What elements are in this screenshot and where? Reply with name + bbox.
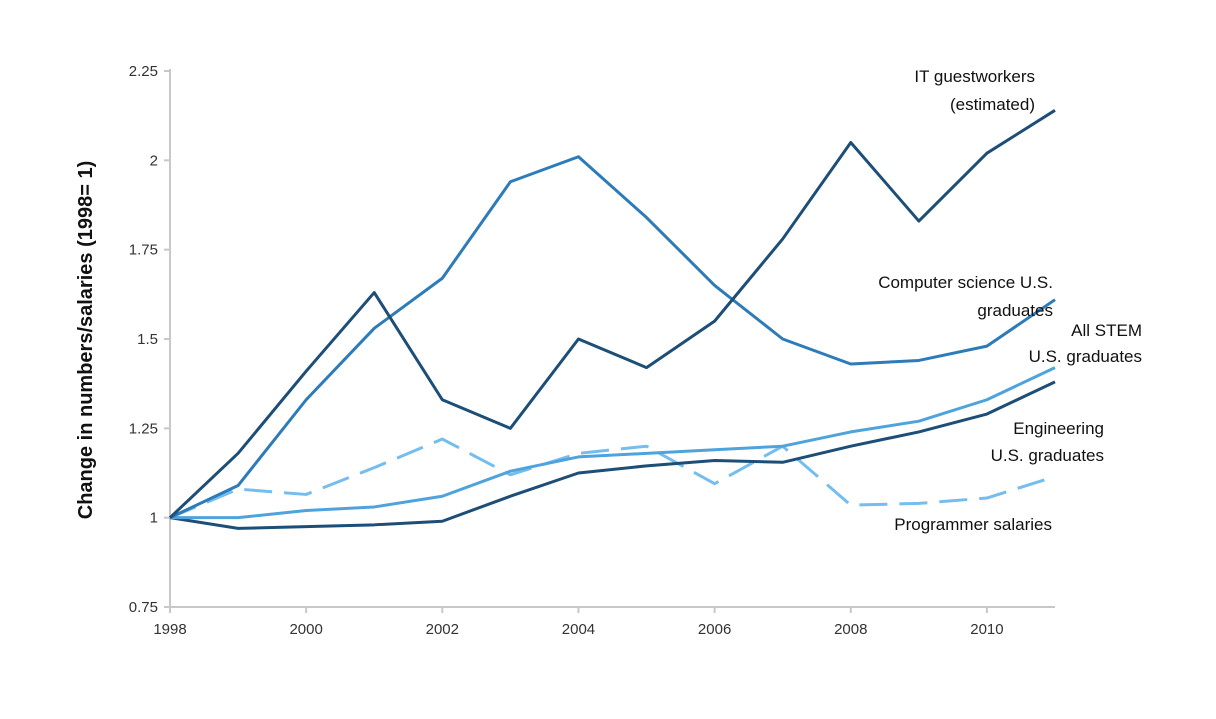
series-label: U.S. graduates — [991, 446, 1104, 465]
axes: 0.75 1 1.25 1.5 1.75 2 2.25 1998 2000 2002 2004 200… — [129, 63, 1055, 638]
y-tick-label: 1 — [150, 510, 158, 527]
series-label: graduates — [977, 301, 1053, 320]
x-tick-label: 2010 — [970, 621, 1003, 638]
y-tick-label: 1.5 — [137, 331, 158, 348]
y-tick-label: 2 — [150, 152, 158, 169]
series-line-2 — [170, 366, 1056, 520]
series-label: All STEM — [1071, 321, 1142, 340]
y-axis-label: Change in numbers/salaries (1998= 1) — [75, 161, 97, 520]
series-label: Computer science U.S. — [878, 273, 1053, 292]
x-tick-label: 2006 — [698, 621, 731, 638]
x-tick-label: 1998 — [153, 621, 186, 638]
series-label: U.S. graduates — [1029, 347, 1142, 366]
x-tick-label: 2000 — [289, 621, 322, 638]
series-labels: IT guestworkers (estimated) Computer scien… — [878, 67, 1142, 534]
x-tick-label: 2004 — [562, 621, 595, 638]
series-line-4 — [169, 437, 1056, 520]
series-label: IT guestworkers — [914, 67, 1035, 86]
series-lines — [168, 109, 1056, 530]
y-tick-label: 1.25 — [129, 420, 158, 437]
y-tick-label: 2.25 — [129, 63, 158, 80]
series-label: Programmer salaries — [894, 515, 1052, 534]
y-tick-label: 1.75 — [129, 242, 158, 259]
series-line-0 — [168, 109, 1056, 519]
x-tick-label: 2008 — [834, 621, 867, 638]
y-tick-label: 0.75 — [129, 599, 158, 616]
series-line-3 — [169, 380, 1056, 530]
series-label: Engineering — [1013, 419, 1104, 438]
series-line-1 — [169, 155, 1056, 520]
x-tick-label: 2002 — [426, 621, 459, 638]
series-label: (estimated) — [950, 95, 1035, 114]
